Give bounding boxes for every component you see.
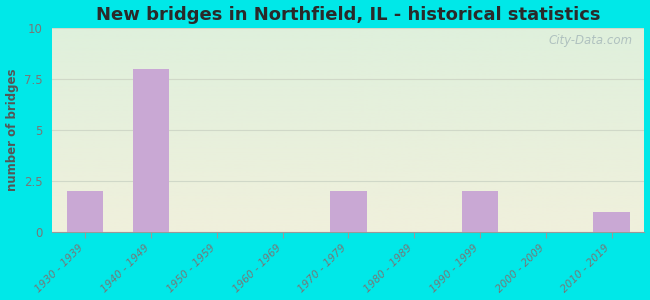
Text: City-Data.com: City-Data.com — [549, 34, 632, 47]
Bar — [593, 212, 630, 232]
Title: New bridges in Northfield, IL - historical statistics: New bridges in Northfield, IL - historic… — [96, 6, 601, 24]
Bar — [133, 69, 169, 232]
Bar — [67, 191, 103, 232]
Bar — [462, 191, 498, 232]
Bar — [330, 191, 367, 232]
Y-axis label: number of bridges: number of bridges — [6, 69, 19, 191]
